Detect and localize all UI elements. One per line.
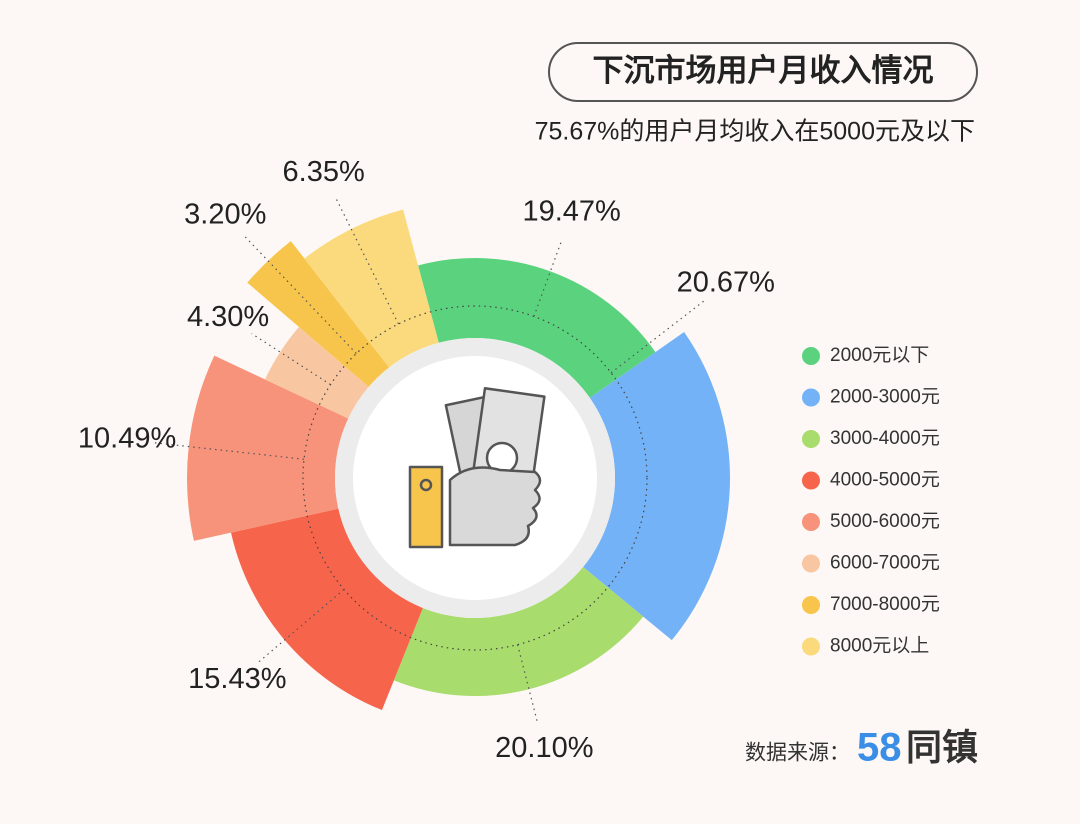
legend-label: 6000-7000元	[830, 553, 940, 574]
leader-line	[335, 198, 399, 325]
source-label: 数据来源：	[745, 742, 850, 765]
sector	[231, 508, 423, 711]
legend-swatch	[802, 637, 820, 656]
legend-swatch	[802, 554, 820, 573]
data-label: 19.47%	[522, 196, 620, 228]
sector	[583, 332, 730, 641]
sector	[304, 209, 439, 368]
brand-number: 58	[857, 726, 902, 770]
legend-swatch	[802, 513, 820, 531]
legend-swatch	[802, 430, 820, 448]
data-label: 10.49%	[78, 422, 176, 454]
legend-swatch	[802, 596, 820, 614]
data-label: 20.67%	[677, 267, 775, 299]
legend-label: 7000-8000元	[830, 594, 940, 615]
data-label: 4.30%	[187, 301, 269, 333]
data-label: 20.10%	[495, 732, 593, 764]
legend-label: 2000-3000元	[830, 387, 940, 408]
legend: 2000元以下 2000-3000元 3000-4000元 4000-5000元 500…	[802, 345, 940, 657]
data-label: 3.20%	[184, 199, 266, 231]
leader-line	[251, 333, 331, 386]
leader-line	[517, 644, 538, 723]
legend-label: 3000-4000元	[830, 428, 940, 449]
dotted-ring	[302, 305, 648, 651]
sector	[264, 326, 369, 419]
legend-swatch	[802, 388, 820, 407]
legend-label: 4000-5000元	[830, 470, 940, 491]
legend-label: 8000元以上	[830, 635, 929, 657]
sectors	[187, 209, 730, 711]
data-label: 6.35%	[283, 156, 365, 188]
sector	[418, 258, 656, 398]
money-icon	[408, 387, 546, 549]
legend-swatch	[802, 347, 820, 365]
title-box	[548, 42, 978, 102]
legend-swatch	[802, 471, 820, 490]
legend-label: 5000-6000元	[830, 511, 940, 532]
leader-line	[258, 588, 345, 663]
sector	[393, 567, 644, 696]
subtitle: 75.67%的用户月均收入在5000元及以下	[535, 118, 975, 146]
sector	[247, 241, 390, 387]
sector	[187, 355, 349, 541]
chart-title: 下沉市场用户月收入情况	[593, 53, 934, 88]
brand-name: 同镇	[906, 727, 978, 768]
data-label: 15.43%	[188, 663, 286, 695]
legend-label: 2000元以下	[830, 345, 929, 366]
